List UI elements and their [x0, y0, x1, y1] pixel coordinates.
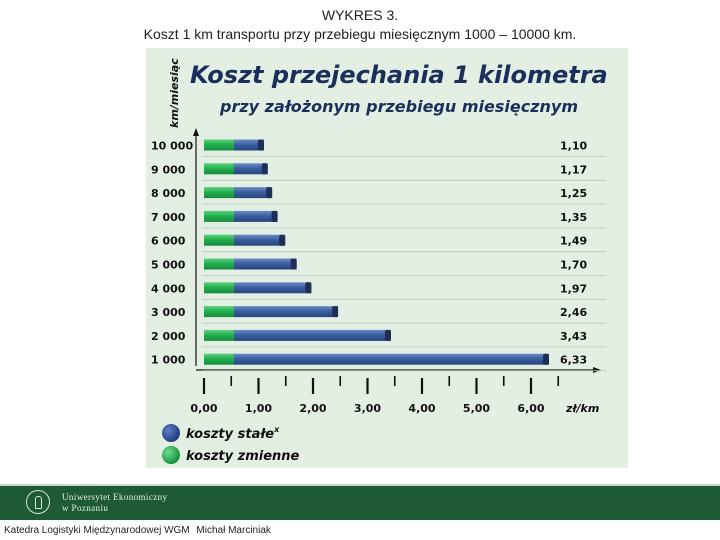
- university-name-line1: Uniwersytet Ekonomiczny: [62, 492, 168, 502]
- bar-end-cap: [542, 353, 549, 365]
- bar-end-cap: [332, 306, 339, 318]
- bar-end-cap: [279, 234, 286, 246]
- bar-fixed-cost: [233, 187, 273, 199]
- department-name: Katedra Logistyki Międzynarodowej WGM: [4, 525, 190, 536]
- total-value-label: 1,10: [560, 140, 587, 153]
- bar-fixed-cost: [233, 139, 264, 151]
- y-axis-label: km/miesiąc: [168, 58, 181, 128]
- category-label: 7 000: [151, 211, 186, 224]
- author-name: Michał Marciniak: [196, 525, 271, 536]
- category-label: 9 000: [151, 163, 186, 176]
- bar-fixed-cost: [233, 163, 268, 175]
- chart-panel: Koszt przejechania 1 kilometra przy zało…: [146, 48, 628, 468]
- bar-row: 1 000 6,33: [151, 353, 606, 372]
- bar-fixed-cost: [233, 282, 312, 294]
- bar-variable-cost: [204, 306, 234, 318]
- footer-credits: Katedra Logistyki Międzynarodowej WGM Mi…: [4, 525, 271, 536]
- university-name-line2: w Poznaniu: [62, 503, 109, 513]
- x-tick-label: 1,00: [245, 402, 272, 415]
- bar-variable-cost: [204, 163, 234, 175]
- bar-rows: 10 000 1,10 9 000 1,17 8 000 1,25 7 000 1,35 6 0…: [151, 139, 606, 372]
- bar-variable-cost: [204, 139, 234, 151]
- category-label: 6 000: [151, 235, 186, 248]
- bar-row: 7 000 1,35: [151, 210, 606, 229]
- category-label: 5 000: [151, 259, 186, 272]
- footer-band: [0, 484, 720, 520]
- bar-row: 4 000 1,97: [151, 282, 606, 300]
- total-value-label: 1,70: [560, 259, 587, 272]
- chart-title: Koszt przejechania 1 kilometra: [190, 61, 608, 89]
- category-label: 2 000: [151, 330, 186, 343]
- bar-end-cap: [257, 139, 264, 151]
- bar-end-cap: [266, 187, 273, 199]
- x-tick-label: 0,00: [190, 402, 217, 415]
- bar-fixed-cost: [233, 234, 286, 246]
- bar-row: 2 000 3,43: [151, 329, 606, 348]
- total-value-label: 1,97: [560, 282, 587, 295]
- category-label: 1 000: [151, 354, 186, 367]
- total-value-label: 1,35: [560, 211, 587, 224]
- bar-end-cap: [271, 210, 278, 222]
- bar-variable-cost: [204, 353, 234, 365]
- university-logo-icon: [26, 490, 50, 514]
- x-tick-label: 3,00: [354, 402, 381, 415]
- x-tick-label: 2,00: [299, 402, 326, 415]
- cost-per-km-chart: Koszt przejechania 1 kilometra przy zało…: [151, 58, 608, 464]
- bar-variable-cost: [204, 329, 234, 341]
- bar-variable-cost: [204, 187, 234, 199]
- total-value-label: 1,49: [560, 235, 587, 248]
- total-value-label: 1,25: [560, 187, 587, 200]
- category-label: 8 000: [151, 187, 186, 200]
- y-axis-arrow: [193, 128, 199, 136]
- bar-fixed-cost: [233, 306, 339, 318]
- legend-variable-marker: [162, 446, 180, 464]
- slide-title-line1: WYKRES 3.: [321, 7, 399, 23]
- bar-row: 3 000 2,46: [151, 306, 606, 324]
- bar-variable-cost: [204, 282, 234, 294]
- bar-fixed-cost: [233, 329, 391, 341]
- total-value-label: 2,46: [560, 306, 587, 319]
- bar-row: 5 000 1,70: [151, 258, 606, 276]
- x-tick-label: 6,00: [517, 402, 544, 415]
- bar-end-cap: [290, 258, 297, 270]
- category-label: 4 000: [151, 282, 186, 295]
- bar-fixed-cost: [233, 210, 278, 222]
- university-name: Uniwersytet Ekonomiczny w Poznaniu: [62, 492, 167, 514]
- legend-fixed-text: koszty stałe: [186, 427, 274, 442]
- bar-row: 6 000 1,49: [151, 234, 606, 253]
- x-axis-label: zł/km: [565, 402, 599, 415]
- legend-fixed-footnote: x: [273, 425, 280, 434]
- total-value-label: 6,33: [560, 354, 587, 367]
- bar-variable-cost: [204, 210, 234, 222]
- bar-end-cap: [305, 282, 312, 294]
- slide-title-line2: Koszt 1 km transportu przy przebiegu mie…: [143, 26, 577, 42]
- chart-subtitle: przy założonym przebiegu miesięcznym: [219, 97, 578, 116]
- bar-fixed-cost: [233, 258, 297, 270]
- bar-row: 10 000 1,10: [151, 139, 606, 157]
- x-tick-label: 4,00: [408, 402, 435, 415]
- legend-fixed-marker: [162, 424, 180, 442]
- bar-end-cap: [384, 329, 391, 341]
- total-value-label: 3,43: [560, 330, 587, 343]
- legend-fixed-label: koszty stałex: [186, 425, 280, 442]
- bar-row: 9 000 1,17: [151, 163, 606, 181]
- x-axis-ticks: 0,00 1,00 2,00 3,00 4,00 5,00 6,00: [190, 376, 560, 415]
- bar-variable-cost: [204, 258, 234, 270]
- bar-fixed-cost: [233, 353, 549, 365]
- bar-variable-cost: [204, 234, 234, 246]
- category-label: 10 000: [151, 140, 193, 153]
- category-label: 3 000: [151, 306, 186, 319]
- x-tick-label: 5,00: [463, 402, 490, 415]
- bar-end-cap: [261, 163, 268, 175]
- x-axis-arrow: [593, 367, 601, 373]
- slide-title: WYKRES 3. Koszt 1 km transportu przy prz…: [0, 6, 720, 44]
- bar-row: 8 000 1,25: [151, 187, 606, 205]
- total-value-label: 1,17: [560, 163, 587, 176]
- legend-variable-label: koszty zmienne: [186, 449, 300, 464]
- legend: koszty stałex koszty zmienne: [162, 424, 300, 464]
